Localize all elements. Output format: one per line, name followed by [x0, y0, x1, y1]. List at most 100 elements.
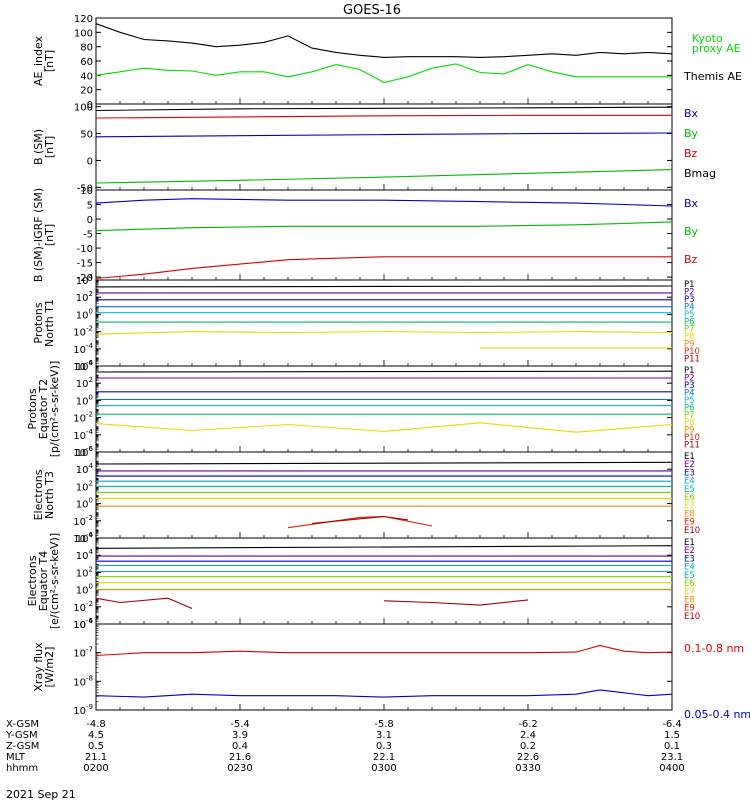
series-e10 [311, 515, 409, 524]
legend-entry: P11 [684, 355, 700, 365]
x-axis-value: 22.6 [517, 752, 539, 763]
y-axis-label: ProtonsNorth T1 [32, 299, 56, 347]
panel-frame [95, 365, 673, 453]
series-p7 [95, 422, 673, 433]
series-bx [95, 198, 673, 207]
y-tick-label: 104 [76, 462, 94, 476]
y-tick-label: 100 [74, 103, 93, 114]
legend-entry: E1 [684, 538, 695, 548]
legend-entry: E9 [684, 604, 695, 614]
x-axis-value: 2.4 [520, 730, 536, 741]
series-e9 [287, 515, 433, 529]
legend-entry: Bz [684, 147, 698, 160]
y-tick-label: 10-7 [73, 646, 93, 660]
series-p7 [95, 331, 673, 335]
y-tick-label: 104 [76, 548, 94, 562]
y-tick-label: -10 [77, 244, 93, 255]
x-axis-value: 0300 [371, 763, 396, 774]
panel-xray: 10-9 10-8 10-7 10-6 Xray flux[W/m2] 0.1-0.8 n… [32, 617, 750, 721]
legend-entry: Bx [684, 107, 699, 120]
y-tick-label: 102 [76, 565, 93, 579]
y-tick-label: 10-4 [73, 342, 93, 356]
x-axis-value: 0.5 [88, 741, 104, 752]
y-tick-label: 100 [76, 583, 93, 597]
x-axis-row-label: Z-GSM [6, 741, 39, 752]
legend-entry: E1 [684, 452, 695, 462]
legend-entry: P2 [684, 287, 695, 297]
y-tick-label: -50 [77, 183, 93, 194]
legend-entry: E6 [684, 579, 695, 589]
legend-entry: P7 [684, 325, 695, 335]
legend-entry: P10 [684, 433, 700, 443]
legend-entry: By [684, 127, 699, 140]
legend-entry: E6 [684, 493, 695, 503]
legend-entry: P1 [684, 366, 695, 376]
y-tick-label: 104 [76, 359, 94, 373]
y-tick-label: 0 [87, 215, 93, 226]
legend-entry: Bx [684, 197, 699, 210]
x-axis-row-label: X-GSM [6, 719, 39, 730]
legend-entry: E9 [684, 518, 695, 528]
x-axis-value: 3.9 [232, 730, 248, 741]
x-axis-value: 4.5 [88, 730, 104, 741]
y-tick-label: 102 [76, 290, 93, 304]
y-axis-label: Xray flux[W/m2] [32, 642, 56, 692]
y-tick-label: 80 [80, 43, 93, 54]
legend-entry: E4 [684, 563, 695, 573]
series-p1 [95, 370, 673, 373]
legend-entry: P2 [684, 373, 695, 383]
legend-entry: P10 [684, 347, 700, 357]
x-axis-value: 0.3 [376, 741, 392, 752]
legend-entry: E3 [684, 554, 695, 564]
y-tick-label: 10-2 [73, 600, 93, 614]
series-bz [95, 256, 672, 280]
panel-frame [95, 451, 673, 539]
legend-entry: P6 [684, 403, 695, 413]
legend-entry: P3 [684, 295, 695, 305]
y-tick-label: 20 [80, 86, 93, 97]
x-axis-value: 0.2 [520, 741, 536, 752]
x-axis-value: 1.5 [664, 730, 680, 741]
y-tick-label: 10-9 [73, 703, 93, 717]
y-tick-label: -5 [83, 230, 93, 241]
y-tick-label: 5 [87, 201, 93, 212]
legend-entry: Bmag [684, 167, 716, 180]
y-tick-label: 100 [76, 393, 93, 407]
y-tick-label: 10-2 [73, 411, 93, 425]
legend-entry: E3 [684, 468, 695, 478]
legend-entry: Themis AE [683, 70, 742, 83]
panel-frame [95, 537, 673, 625]
x-axis-value: 0230 [227, 763, 252, 774]
legend-entry: P4 [684, 388, 695, 398]
y-tick-label: 100 [74, 28, 93, 39]
legend-entry: P11 [684, 441, 700, 451]
y-tick-label: 106 [76, 531, 94, 545]
legend-entry: E2 [684, 546, 695, 556]
date-label: 2021 Sep 21 [6, 788, 76, 800]
y-tick-label: 40 [80, 71, 93, 82]
legend-entry: E7 [684, 501, 695, 511]
legend-entry: E8 [684, 509, 695, 519]
series-p1 [95, 285, 673, 288]
x-axis-row-label: hhmm [6, 763, 38, 774]
legend-entry: 0.05-0.4 nm [684, 708, 750, 721]
series-e9 [95, 597, 193, 610]
legend-entry: P8 [684, 332, 695, 342]
x-axis-value: 0.4 [232, 741, 248, 752]
y-tick-label: 106 [76, 445, 94, 459]
y-tick-label: 10 [80, 186, 93, 197]
legend-entry: E5 [684, 485, 695, 495]
legend-entry: E10 [684, 612, 700, 622]
legend-entry: By [684, 225, 699, 238]
x-axis-value: 21.6 [229, 752, 251, 763]
y-tick-label: 10-2 [73, 325, 93, 339]
legend-entry: P5 [684, 396, 695, 406]
y-tick-label: -20 [77, 273, 93, 284]
